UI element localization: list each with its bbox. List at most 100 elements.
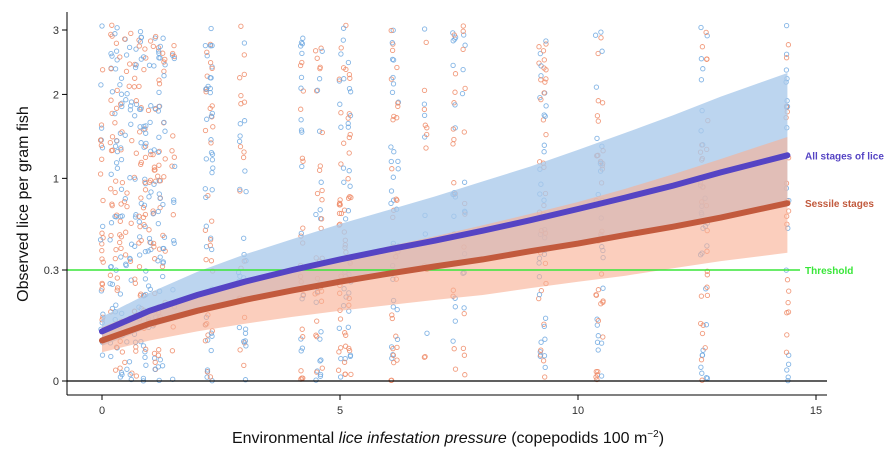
data-point xyxy=(594,135,600,142)
data-point xyxy=(337,197,343,203)
data-point xyxy=(543,131,549,138)
data-point xyxy=(785,361,792,367)
data-point xyxy=(786,288,792,294)
data-point xyxy=(388,200,394,207)
data-point xyxy=(319,197,325,203)
data-point xyxy=(347,183,353,189)
data-point xyxy=(421,106,428,113)
data-point xyxy=(538,347,544,353)
data-point xyxy=(131,84,137,90)
data-point xyxy=(124,366,130,372)
data-point xyxy=(298,230,304,237)
data-point xyxy=(703,29,709,36)
data-point xyxy=(424,330,430,336)
data-point xyxy=(595,368,601,375)
data-point xyxy=(699,377,705,383)
data-point xyxy=(537,50,543,57)
data-point xyxy=(209,218,215,224)
data-point xyxy=(542,315,549,321)
data-point xyxy=(143,362,149,368)
data-point xyxy=(592,32,599,38)
x-tick-label: 10 xyxy=(572,405,584,417)
data-point xyxy=(137,234,143,240)
data-point xyxy=(133,101,140,108)
data-point xyxy=(155,352,162,358)
x-axis-title-suffix: (copepodids 100 m xyxy=(507,430,648,447)
data-point xyxy=(160,232,166,239)
data-point xyxy=(99,230,105,236)
data-point xyxy=(450,338,456,344)
data-point xyxy=(112,143,119,149)
data-point xyxy=(151,63,157,69)
data-point xyxy=(317,163,323,169)
data-point xyxy=(313,377,319,383)
data-point xyxy=(159,363,166,369)
data-point xyxy=(162,248,168,254)
data-point xyxy=(171,199,177,206)
data-point xyxy=(99,67,106,73)
data-point xyxy=(122,252,129,258)
data-point xyxy=(138,159,144,166)
data-point xyxy=(114,275,120,281)
data-point xyxy=(461,129,467,135)
data-point xyxy=(241,149,247,155)
data-point xyxy=(157,195,163,202)
data-point xyxy=(157,357,163,363)
data-point xyxy=(117,130,124,136)
data-point xyxy=(241,52,247,58)
data-point xyxy=(784,332,790,338)
data-point xyxy=(319,48,325,54)
data-point xyxy=(171,154,177,160)
data-point xyxy=(390,81,397,87)
data-point xyxy=(341,359,348,365)
data-point xyxy=(138,34,144,40)
data-point xyxy=(123,229,129,235)
data-point xyxy=(314,55,320,61)
data-point xyxy=(336,78,343,84)
data-point xyxy=(118,186,125,192)
data-point xyxy=(147,177,154,184)
data-point xyxy=(128,121,134,127)
data-point xyxy=(341,179,347,185)
data-point xyxy=(122,132,128,138)
data-point xyxy=(242,168,248,174)
data-point xyxy=(698,357,705,363)
data-point xyxy=(345,59,352,66)
data-point xyxy=(348,371,354,378)
data-point xyxy=(340,25,347,31)
data-point xyxy=(346,134,352,141)
data-point xyxy=(342,330,348,336)
data-point xyxy=(542,374,548,380)
data-point xyxy=(170,50,176,57)
data-point xyxy=(132,64,139,71)
data-point xyxy=(450,141,456,147)
data-point xyxy=(300,334,306,340)
data-point xyxy=(127,175,133,181)
data-point xyxy=(114,57,120,63)
data-point xyxy=(784,277,791,283)
data-point xyxy=(461,352,468,358)
data-point xyxy=(137,124,143,130)
data-point xyxy=(142,276,149,282)
data-point xyxy=(141,221,147,228)
data-point xyxy=(150,151,156,158)
data-point xyxy=(540,358,547,364)
data-point xyxy=(318,357,324,363)
data-point xyxy=(704,284,710,290)
data-point xyxy=(298,74,305,81)
data-point xyxy=(119,213,125,219)
data-point xyxy=(543,41,549,47)
data-point xyxy=(314,333,320,340)
data-point xyxy=(204,374,210,380)
data-point xyxy=(156,81,163,87)
data-point xyxy=(345,120,351,127)
data-point xyxy=(541,353,548,359)
data-point xyxy=(127,61,133,67)
data-point xyxy=(343,332,349,338)
data-point xyxy=(136,43,142,49)
data-point xyxy=(703,322,710,328)
data-point xyxy=(299,326,305,332)
data-point xyxy=(390,57,397,63)
data-point xyxy=(340,165,347,171)
data-point xyxy=(238,92,244,99)
